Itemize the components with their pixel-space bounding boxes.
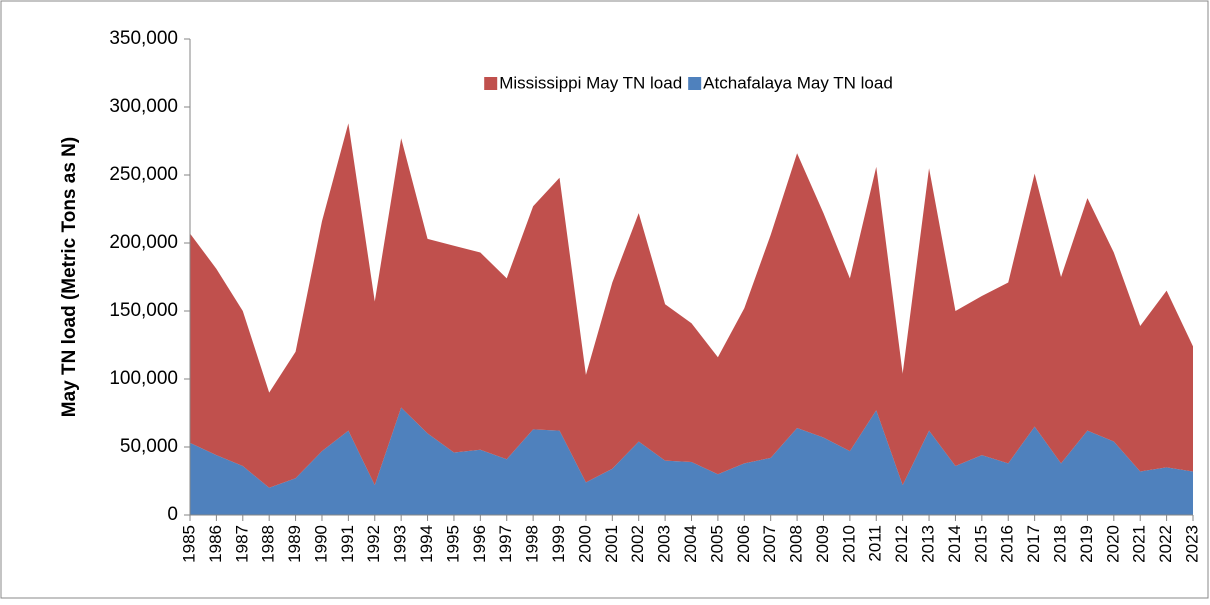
x-tick-label: 1999 xyxy=(549,525,568,563)
x-tick-label: 2016 xyxy=(998,525,1017,563)
x-tick-label: 2019 xyxy=(1077,525,1096,563)
x-tick-label: 2004 xyxy=(681,525,700,563)
legend-swatch xyxy=(484,77,498,90)
x-tick-label: 1993 xyxy=(391,525,410,563)
x-tick-label: 2014 xyxy=(945,525,964,563)
x-tick-label: 2008 xyxy=(787,525,806,563)
x-tick-label: 2017 xyxy=(1024,525,1043,563)
x-tick-label: 2020 xyxy=(1103,525,1122,563)
y-tick-label: 50,000 xyxy=(120,436,178,457)
legend-label: Atchafalaya May TN load xyxy=(703,73,893,92)
y-tick-label: 0 xyxy=(167,504,178,525)
x-tick-label: 1995 xyxy=(443,525,462,563)
x-tick-label: 2015 xyxy=(971,525,990,563)
x-tick-label: 1992 xyxy=(364,525,383,563)
y-tick-label: 350,000 xyxy=(109,28,178,49)
x-tick-label: 2011 xyxy=(866,525,885,562)
x-tick-label: 1988 xyxy=(259,525,278,563)
legend-swatch xyxy=(688,77,702,90)
y-axis-label: May TN load (Metric Tons as N) xyxy=(59,137,80,417)
x-tick-label: 1985 xyxy=(179,525,198,563)
y-tick-label: 250,000 xyxy=(109,164,178,185)
x-tick-label: 1996 xyxy=(470,525,489,563)
x-tick-label: 2002 xyxy=(628,525,647,563)
x-tick-label: 1987 xyxy=(232,525,251,563)
y-tick-label: 150,000 xyxy=(109,300,178,321)
x-tick-label: 2012 xyxy=(892,525,911,563)
x-tick-label: 1990 xyxy=(311,525,330,563)
x-tick-label: 2013 xyxy=(919,525,938,563)
x-tick-label: 2005 xyxy=(707,525,726,563)
x-tick-label: 2007 xyxy=(760,525,779,563)
x-tick-label: 2023 xyxy=(1182,525,1201,563)
y-tick-label: 200,000 xyxy=(109,232,178,253)
x-tick-label: 2001 xyxy=(602,525,621,563)
x-tick-label: 2018 xyxy=(1051,525,1070,563)
x-tick-label: 2009 xyxy=(813,525,832,563)
x-tick-label: 2003 xyxy=(655,525,674,563)
legend-label: Mississippi May TN load xyxy=(499,73,682,92)
x-tick-label: 1991 xyxy=(338,525,357,563)
x-tick-label: 1989 xyxy=(285,525,304,563)
y-tick-label: 300,000 xyxy=(109,96,178,117)
y-tick-label: 100,000 xyxy=(109,368,178,389)
area xyxy=(190,123,1193,488)
x-tick-label: 1997 xyxy=(496,525,515,563)
x-tick-label: 1994 xyxy=(417,525,436,563)
x-tick-label: 1998 xyxy=(523,525,542,563)
x-tick-label: 2010 xyxy=(839,525,858,563)
area xyxy=(190,407,1193,515)
x-tick-label: 2022 xyxy=(1156,525,1175,563)
x-tick-label: 2006 xyxy=(734,525,753,563)
x-tick-label: 2021 xyxy=(1130,525,1149,563)
x-tick-label: 1986 xyxy=(206,525,225,563)
x-tick-label: 2000 xyxy=(575,525,594,563)
